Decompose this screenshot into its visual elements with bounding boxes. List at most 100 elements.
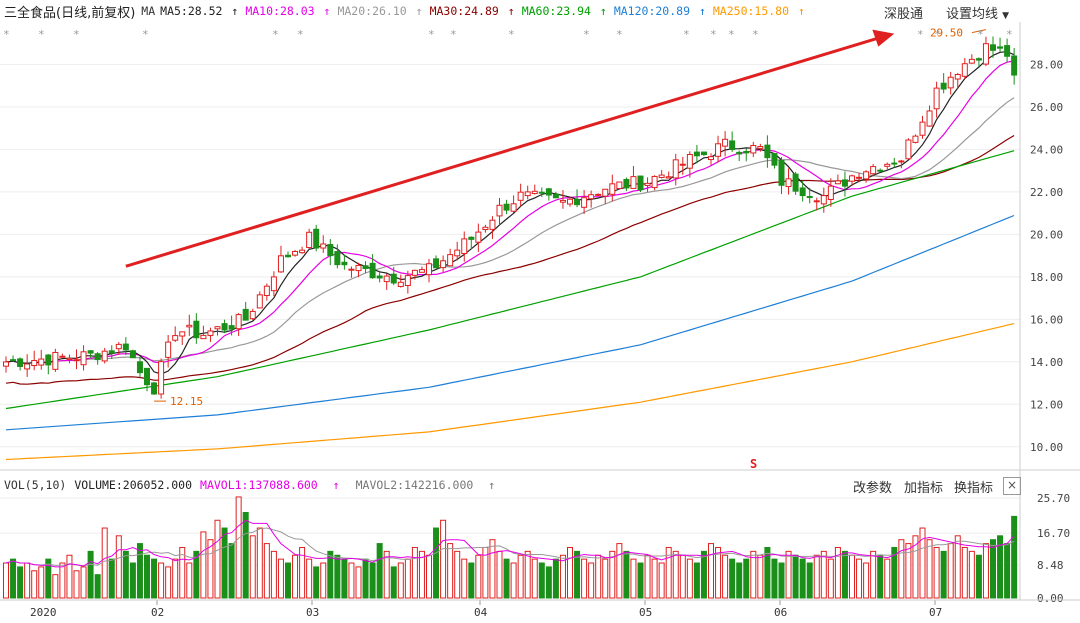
date-tick-label: 05 xyxy=(639,606,652,619)
candle-body xyxy=(10,359,17,362)
candle-body xyxy=(968,58,975,64)
volume-bar xyxy=(982,543,989,599)
volume-bar xyxy=(1011,515,1018,599)
candle-body xyxy=(771,153,778,166)
event-marker: * xyxy=(616,28,623,41)
candle-body xyxy=(947,76,954,89)
volume-bar xyxy=(355,566,362,599)
candle-body xyxy=(87,350,94,354)
candle-body xyxy=(679,163,686,166)
candle-body xyxy=(806,196,813,199)
candle-body xyxy=(270,276,277,292)
candle-body xyxy=(785,178,792,188)
candle-body xyxy=(242,308,249,321)
candle-body xyxy=(799,187,806,197)
volume-bar xyxy=(200,531,207,599)
candle-body xyxy=(447,254,454,267)
set-ma-button[interactable]: 设置均线 ▼ xyxy=(946,7,1010,22)
ma120-value: MA120:20.89 ↑ xyxy=(613,4,706,18)
grid-lines xyxy=(0,63,1020,448)
volume-bar xyxy=(320,562,327,599)
candle-body xyxy=(990,44,996,51)
candle-body xyxy=(348,268,355,271)
volume-bar xyxy=(108,558,115,599)
event-marker: * xyxy=(38,28,45,41)
candle-body xyxy=(17,358,24,367)
volume-bar xyxy=(158,562,165,599)
change-params-button[interactable]: 改参数 xyxy=(853,481,893,496)
candle-body xyxy=(722,138,729,147)
price-tick-label: 20.00 xyxy=(1030,228,1063,241)
volume-bar xyxy=(306,558,313,599)
volume-bar xyxy=(870,550,877,599)
candle-body xyxy=(616,181,623,189)
volume-bar xyxy=(975,554,982,599)
volume-bar xyxy=(531,558,538,599)
event-marker: * xyxy=(297,28,304,41)
candle-body xyxy=(686,154,693,169)
volume-bar xyxy=(708,543,714,599)
event-marker: * xyxy=(73,28,80,41)
add-indicator-button[interactable]: 加指标 xyxy=(904,481,944,496)
volume-bar xyxy=(433,527,440,599)
volume-bar xyxy=(179,546,186,599)
hk-connect-button[interactable]: 深股通 xyxy=(884,7,924,22)
candles xyxy=(3,36,1018,399)
candle-body xyxy=(1004,45,1011,57)
candle-body xyxy=(45,354,52,366)
volume-header: VOL(5,10) VOLUME:206052.000 MAVOL1:13708… xyxy=(0,475,1080,495)
candle-body xyxy=(757,145,764,149)
candle-body xyxy=(475,231,482,243)
stock-title[interactable]: 三全食品(日线,前复权) xyxy=(4,5,136,21)
volume-bar xyxy=(475,554,482,599)
candle-body xyxy=(919,121,926,136)
ma250-value: MA250:15.80 ↑ xyxy=(712,4,805,18)
candle-body xyxy=(602,188,609,197)
candle-body xyxy=(376,275,383,279)
close-icon[interactable]: × xyxy=(1003,477,1021,495)
candle-body xyxy=(433,258,440,269)
candle-body xyxy=(856,176,863,179)
volume-tick-label: 8.48 xyxy=(1037,559,1064,572)
price-tick-label: 22.00 xyxy=(1030,186,1063,199)
volume-indicator-label[interactable]: VOL(5,10) xyxy=(4,478,67,492)
volume-bar xyxy=(623,550,630,599)
volume-bar xyxy=(820,550,827,599)
volume-bar xyxy=(17,566,24,599)
candle-body xyxy=(545,188,552,196)
volume-bar xyxy=(242,511,249,599)
candle-body xyxy=(263,285,270,296)
volume-bar xyxy=(926,539,933,599)
volume-bar xyxy=(461,558,468,599)
volume-bar xyxy=(115,535,122,599)
high-price-label: 29.50 xyxy=(930,27,963,40)
ma60-value: MA60:23.94 ↑ xyxy=(521,4,607,18)
volume-bar xyxy=(679,554,686,599)
high-marker-line xyxy=(971,29,987,34)
volume-bar xyxy=(313,566,320,599)
candle-body xyxy=(122,343,129,351)
volume-bar xyxy=(651,558,658,599)
event-marker: * xyxy=(683,28,690,41)
chevron-down-icon: ▼ xyxy=(1002,11,1010,21)
candle-body xyxy=(693,151,700,157)
indicator-name[interactable]: MA xyxy=(141,4,156,18)
candle-body xyxy=(80,351,87,366)
volume-bar xyxy=(263,543,270,599)
switch-indicator-button[interactable]: 换指标 xyxy=(954,481,994,496)
event-marker: * xyxy=(1006,28,1013,41)
volume-bar xyxy=(151,558,158,599)
candle-body xyxy=(898,160,905,163)
volume-bar xyxy=(574,550,581,599)
candle-body xyxy=(891,162,898,165)
volume-bar xyxy=(418,550,425,599)
volume-bar xyxy=(722,554,729,599)
volume-bar xyxy=(341,558,348,599)
candle-body xyxy=(708,156,714,161)
trend-arrow-line xyxy=(125,37,877,268)
candle-body xyxy=(31,360,38,367)
event-marker: * xyxy=(583,28,590,41)
volume-bar xyxy=(834,546,841,599)
volume-bar xyxy=(919,527,926,599)
